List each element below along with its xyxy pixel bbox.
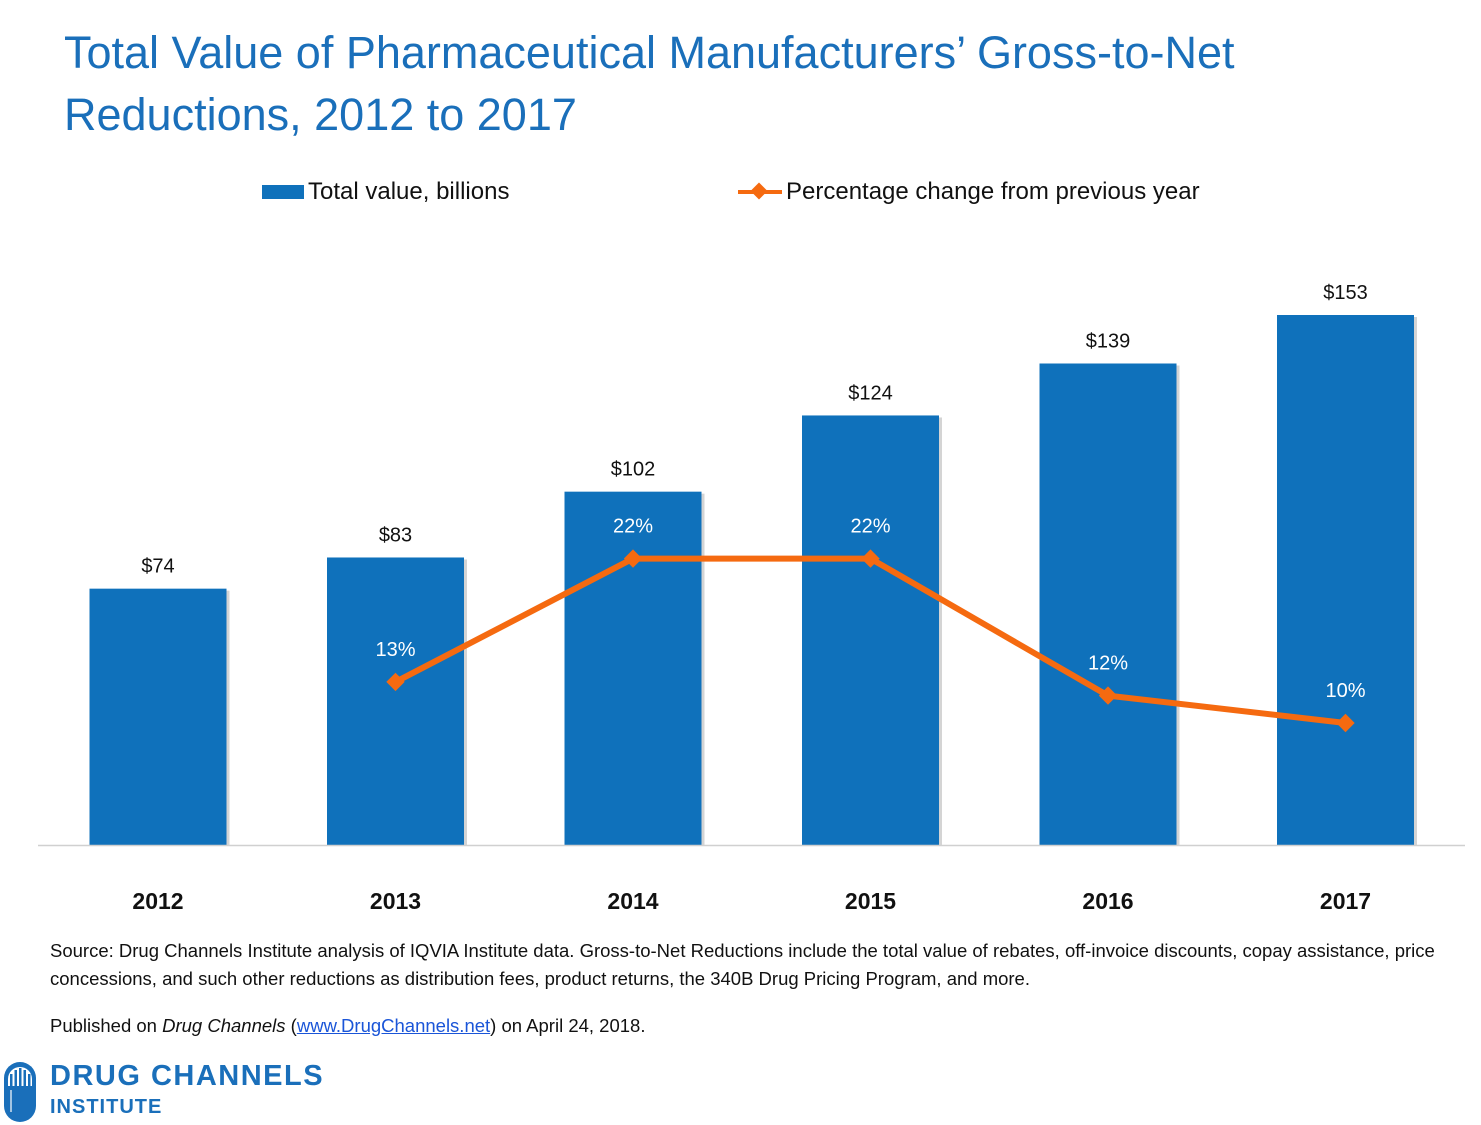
logo-line2: INSTITUTE <box>50 1096 163 1118</box>
x-tick-label-2012: 2012 <box>132 888 183 914</box>
percent-label-2015: 22% <box>850 516 890 538</box>
source-note: Source: Drug Channels Institute analysis… <box>50 940 1435 989</box>
legend-bar-swatch <box>262 185 304 199</box>
bar-value-label-2014: $102 <box>611 459 656 481</box>
published-open-paren: ( <box>285 1015 297 1036</box>
bar-value-label-2013: $83 <box>379 524 412 546</box>
drug-channels-institute-logo: DRUG CHANNELS INSTITUTE <box>2 1054 342 1124</box>
bar-2015 <box>802 415 939 845</box>
published-prefix: Published on <box>50 1015 163 1036</box>
x-tick-label-2017: 2017 <box>1320 888 1371 914</box>
x-tick-label-2015: 2015 <box>845 888 896 914</box>
chart-title: Total Value of Pharmaceutical Manufactur… <box>64 27 1235 140</box>
published-outlet: Drug Channels <box>162 1015 286 1036</box>
drugchannels-link[interactable]: www.DrugChannels.net <box>296 1015 491 1036</box>
legend-line-label: Percentage change from previous year <box>786 178 1200 205</box>
bar-value-label-2017: $153 <box>1323 282 1368 304</box>
x-tick-label-2016: 2016 <box>1082 888 1133 914</box>
pillar-logo-icon <box>4 1062 36 1122</box>
bar-2017 <box>1277 315 1414 845</box>
percent-marker-2015 <box>861 549 880 568</box>
percent-marker-2016 <box>1098 686 1118 705</box>
percent-marker-2013 <box>386 672 405 692</box>
bar-2014 <box>564 491 702 845</box>
percent-label-2016: 12% <box>1088 653 1128 675</box>
published-suffix: ) on April 24, 2018. <box>490 1015 646 1036</box>
chart-plot: $74 2012 $83 2013 $102 2014 $124 2015 $139 2016 $1… <box>38 282 1465 914</box>
bar-value-label-2012: $74 <box>141 556 174 578</box>
bar-value-label-2015: $124 <box>848 382 893 404</box>
percent-label-2013: 13% <box>375 639 415 661</box>
legend-line-swatch <box>738 180 782 204</box>
x-tick-label-2013: 2013 <box>370 888 421 914</box>
x-tick-label-2014: 2014 <box>607 888 658 914</box>
percent-marker-2017 <box>1336 713 1355 733</box>
bar-2016 <box>1039 363 1177 845</box>
legend-item-bars: Total value, billions <box>262 176 509 208</box>
bar-2013 <box>327 557 464 845</box>
published-note: Published on Drug Channels (www.DrugChan… <box>50 1015 645 1037</box>
bar-2012 <box>89 588 227 845</box>
percent-label-2017: 10% <box>1325 680 1365 702</box>
percent-marker-2014 <box>623 549 643 568</box>
legend-item-line: Percentage change from previous year <box>738 176 1200 208</box>
logo-line1: DRUG CHANNELS <box>50 1060 325 1092</box>
bar-value-label-2016: $139 <box>1086 330 1131 352</box>
percent-label-2014: 22% <box>613 516 653 538</box>
legend-bar-label: Total value, billions <box>308 178 510 205</box>
